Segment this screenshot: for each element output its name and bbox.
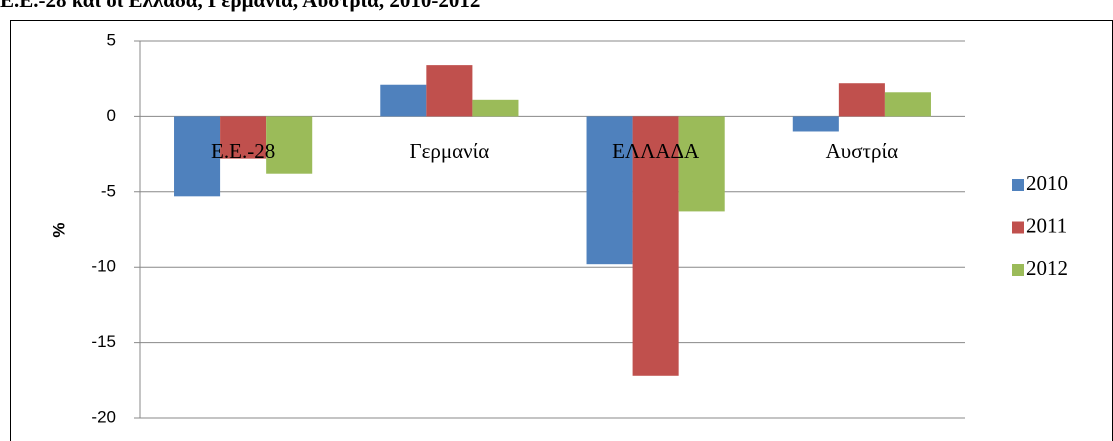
bar bbox=[472, 99, 519, 117]
bar bbox=[426, 65, 473, 117]
bar bbox=[586, 116, 633, 265]
bar bbox=[632, 116, 679, 376]
legend-label: 2011 bbox=[1026, 213, 1067, 237]
bar bbox=[174, 116, 221, 197]
y-tick-label: -20 bbox=[91, 407, 116, 426]
bar bbox=[838, 83, 885, 117]
y-tick-label: -10 bbox=[91, 257, 116, 276]
legend-swatch bbox=[1012, 179, 1024, 191]
bar bbox=[884, 92, 931, 117]
bar bbox=[678, 116, 725, 212]
x-tick-label: Γερμανία bbox=[409, 139, 489, 163]
bar bbox=[266, 116, 313, 174]
y-axis-label: % bbox=[49, 222, 68, 237]
y-tick-label: 0 bbox=[107, 106, 116, 125]
x-tick-label: Ε.Ε.-28 bbox=[211, 139, 275, 163]
legend-label: 2012 bbox=[1026, 256, 1068, 280]
bar bbox=[792, 116, 839, 132]
bar bbox=[380, 84, 427, 117]
y-tick-label: -5 bbox=[101, 181, 116, 200]
x-tick-label: Αυστρία bbox=[826, 139, 898, 163]
chart-border bbox=[10, 20, 1113, 441]
legend-swatch bbox=[1012, 221, 1024, 234]
bar bbox=[220, 116, 267, 159]
y-tick-label: 5 bbox=[107, 30, 116, 49]
chart-title: Ε.Ε.-28 και οι Ελλάδα, Γερμανία, Αυστρία… bbox=[0, 0, 480, 12]
y-tick-label: -15 bbox=[91, 332, 116, 351]
x-tick-label: ΕΛΛΑΔΑ bbox=[612, 139, 700, 163]
legend-swatch bbox=[1012, 264, 1024, 276]
legend-label: 2010 bbox=[1026, 171, 1068, 195]
